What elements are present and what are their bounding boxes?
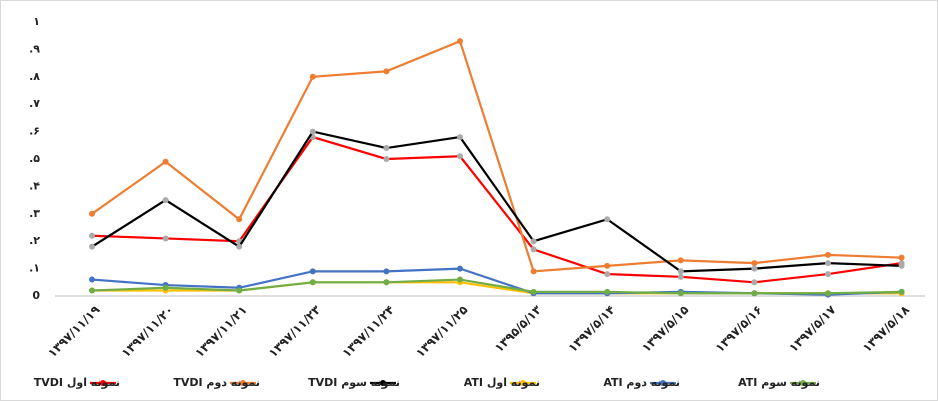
data-point [162,284,169,291]
data-point [89,210,95,217]
data-point [309,128,316,135]
legend-marker [660,380,666,386]
data-point [530,246,537,253]
data-point [530,288,537,295]
data-point [530,268,537,275]
data-point [677,268,684,275]
data-point [383,145,390,152]
legend-label: نمونه دوم TVDI [173,376,260,389]
data-point [677,273,684,280]
data-point [89,243,95,250]
data-point [457,38,463,45]
legend-label: نمونه دوم ATI [603,376,680,389]
data-point [751,279,758,286]
data-point [383,68,390,75]
series-line [91,39,902,273]
data-point [677,290,684,297]
data-point [898,262,905,269]
data-point [383,156,390,162]
legend-label: نمونه اول ATI [464,376,540,389]
y-tick-label: .۶ [29,125,40,138]
legend-label: نمونه سوم ATI [738,376,820,389]
data-point [457,153,463,160]
data-point [457,276,463,283]
data-point [162,158,169,165]
series-line [91,278,902,295]
legend-label: نمونه اول TVDI [34,376,120,389]
data-point [309,268,316,275]
data-point [309,73,316,80]
data-point [383,268,390,275]
data-point [677,257,684,264]
data-point [162,197,169,204]
data-point [457,265,463,272]
y-tick-label: .۴ [29,179,40,192]
y-tick-label: .۲ [29,234,40,247]
data-point [162,235,169,242]
data-point [898,288,905,295]
data-point [751,260,758,267]
data-point [457,134,463,141]
y-tick-label: .۹ [29,42,40,55]
data-point [89,232,95,239]
data-point [89,276,95,283]
data-point [751,265,758,272]
data-point [236,243,243,250]
legend-marker [520,380,526,386]
data-point [383,279,390,286]
data-point [236,287,243,294]
data-point [236,216,243,223]
data-point [89,287,95,294]
y-tick-label: .۸ [29,70,40,83]
y-tick-label: .۵ [29,152,40,165]
data-point [751,290,758,297]
legend-label: نمونه سوم TVDI [308,376,400,389]
data-point [604,216,611,223]
y-tick-label: ۱ [33,15,40,28]
y-tick-label: .۱ [29,262,40,275]
legend-marker [380,380,386,386]
data-point [604,288,611,295]
y-tick-label: .۷ [29,97,40,110]
y-tick-label: 0 [32,289,40,302]
data-point [825,290,831,297]
data-point [309,279,316,286]
legend-marker [800,380,806,386]
data-point [530,238,537,245]
series-line [91,135,902,284]
data-point [604,271,611,278]
y-tick-label: .۳ [29,207,40,220]
legend-marker [240,380,246,386]
data-point [825,271,831,278]
data-point [825,251,831,258]
legend-marker [100,380,106,386]
series-line [91,130,902,273]
data-point [825,260,831,267]
data-point [604,262,611,269]
data-point [898,254,905,261]
